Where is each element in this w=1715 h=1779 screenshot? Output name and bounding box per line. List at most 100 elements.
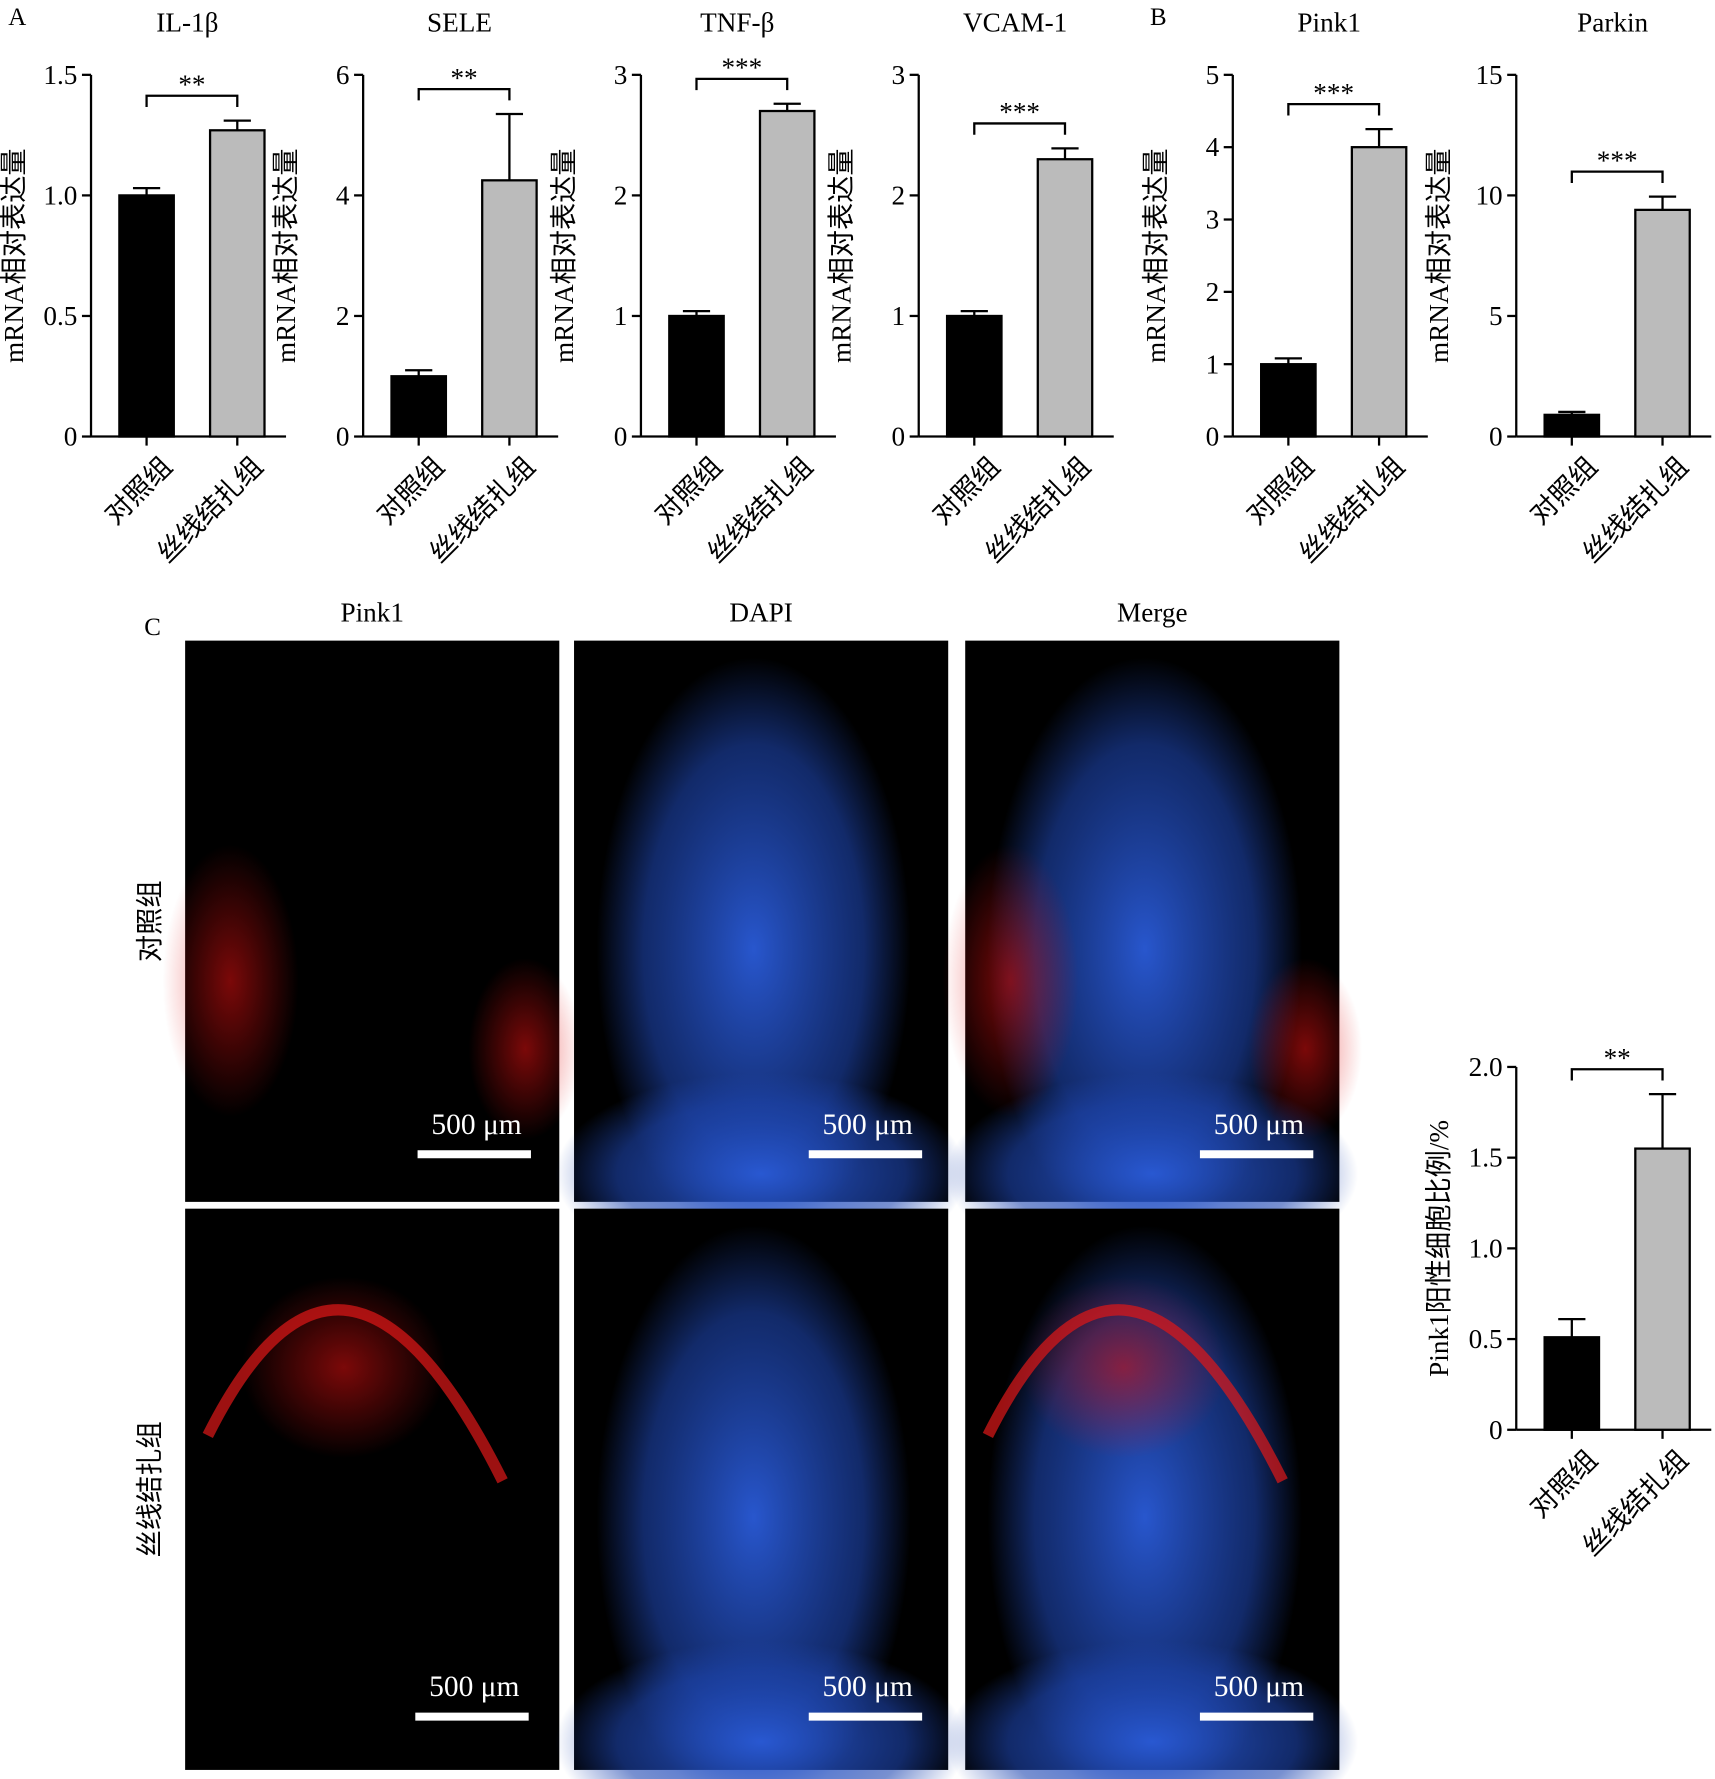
significance-label: ** bbox=[178, 69, 205, 99]
panel-label: C bbox=[144, 614, 161, 641]
significance-label: *** bbox=[1597, 145, 1638, 175]
scale-bar-label: 500 μm bbox=[823, 1109, 913, 1141]
x-tick-label: 对照组 bbox=[99, 451, 178, 530]
significance-bracket bbox=[973, 122, 1067, 135]
bar bbox=[390, 375, 448, 438]
bar bbox=[1350, 146, 1408, 438]
y-tick-label: 1.0 bbox=[43, 180, 77, 210]
pink1-stain bbox=[241, 1276, 446, 1459]
significance-bracket bbox=[145, 94, 239, 108]
y-tick-label: 10 bbox=[1475, 180, 1502, 210]
chart-title: IL-1β bbox=[156, 8, 218, 38]
y-axis-label: mRNA相对表达量 bbox=[0, 148, 29, 363]
bar bbox=[481, 179, 538, 438]
x-tick-label: 对照组 bbox=[371, 451, 450, 530]
bar bbox=[668, 314, 725, 438]
micrograph-stain bbox=[162, 844, 582, 1140]
y-axis-label: Pink1阳性细胞比例/% bbox=[1424, 1120, 1454, 1377]
significance-label: ** bbox=[450, 63, 477, 93]
micrograph-stain bbox=[202, 1276, 508, 1484]
scale-bar-label: 500 μm bbox=[431, 1109, 521, 1141]
pink1-stain bbox=[1248, 958, 1363, 1140]
y-tick-label: 4 bbox=[336, 180, 350, 210]
significance-label: *** bbox=[1313, 78, 1354, 108]
y-tick-label: 0 bbox=[1489, 1415, 1503, 1445]
significance-bracket bbox=[1287, 103, 1381, 116]
micrograph-stain bbox=[555, 1225, 967, 1779]
x-tick-label: 对照组 bbox=[927, 451, 1006, 530]
row-label: 对照组 bbox=[135, 880, 165, 962]
significance-bracket bbox=[1570, 1068, 1664, 1081]
chart-title: Pink1 bbox=[1297, 8, 1361, 38]
bar bbox=[118, 194, 175, 438]
bar bbox=[1260, 363, 1317, 438]
bar bbox=[1543, 1336, 1601, 1431]
bar bbox=[208, 129, 266, 438]
bar bbox=[1634, 208, 1691, 438]
scale-bar-label: 500 μm bbox=[823, 1671, 913, 1703]
y-tick-label: 3 bbox=[892, 60, 906, 90]
pink1-stain bbox=[942, 844, 1079, 1117]
y-tick-label: 2 bbox=[614, 180, 628, 210]
pink1-stain bbox=[162, 844, 299, 1117]
y-tick-label: 1 bbox=[892, 301, 906, 331]
y-tick-label: 15 bbox=[1475, 60, 1502, 90]
panel-label: B bbox=[1150, 4, 1167, 31]
significance-bracket bbox=[695, 77, 789, 91]
bar bbox=[1036, 158, 1094, 438]
significance-bracket bbox=[417, 87, 511, 101]
chart-title: SELE bbox=[427, 8, 492, 38]
y-tick-label: 1 bbox=[614, 301, 628, 331]
row-label: 丝线结扎组 bbox=[135, 1421, 165, 1557]
column-title: Pink1 bbox=[340, 597, 403, 627]
y-tick-label: 2.0 bbox=[1469, 1052, 1503, 1082]
chart-title: TNF-β bbox=[700, 8, 774, 38]
x-tick-label: 对照组 bbox=[649, 451, 728, 530]
significance-label: *** bbox=[999, 97, 1040, 127]
y-tick-label: 1.0 bbox=[1469, 1233, 1503, 1263]
scale-bar-label: 500 μm bbox=[1214, 1109, 1304, 1141]
y-axis-label: mRNA相对表达量 bbox=[549, 148, 579, 363]
scale-bar-label: 500 μm bbox=[1214, 1671, 1304, 1703]
y-tick-label: 0 bbox=[1489, 422, 1503, 452]
chart-title: VCAM-1 bbox=[963, 8, 1067, 38]
y-tick-label: 6 bbox=[336, 60, 350, 90]
y-tick-label: 0 bbox=[64, 422, 78, 452]
y-tick-label: 0 bbox=[336, 422, 350, 452]
y-tick-label: 2 bbox=[892, 180, 906, 210]
bar bbox=[945, 314, 1003, 438]
scale-bar-label: 500 μm bbox=[429, 1671, 519, 1703]
y-axis-label: mRNA相对表达量 bbox=[1424, 148, 1454, 363]
pink1-stain bbox=[468, 958, 582, 1140]
y-tick-label: 1.5 bbox=[1469, 1143, 1503, 1173]
y-axis-label: mRNA相对表达量 bbox=[271, 148, 301, 363]
nuclei-stain bbox=[946, 1640, 1359, 1779]
y-tick-label: 2 bbox=[1206, 277, 1220, 307]
nuclei-stain bbox=[596, 1225, 911, 1779]
significance-label: *** bbox=[721, 53, 762, 83]
significance-bracket bbox=[1570, 170, 1664, 183]
y-tick-label: 3 bbox=[1206, 205, 1220, 235]
bar bbox=[758, 109, 816, 438]
y-tick-label: 1.5 bbox=[43, 60, 77, 90]
micrograph-stain bbox=[946, 1225, 1359, 1779]
y-axis-label: mRNA相对表达量 bbox=[1141, 148, 1171, 363]
bar bbox=[1634, 1147, 1691, 1431]
y-tick-label: 0.5 bbox=[1469, 1324, 1503, 1354]
y-tick-label: 3 bbox=[614, 60, 628, 90]
chart-title: Parkin bbox=[1577, 8, 1648, 38]
significance-label: ** bbox=[1604, 1043, 1631, 1073]
column-title: DAPI bbox=[729, 597, 792, 627]
column-title: Merge bbox=[1117, 597, 1188, 627]
x-tick-label: 对照组 bbox=[1524, 451, 1603, 530]
y-tick-label: 0 bbox=[614, 422, 628, 452]
y-tick-label: 0 bbox=[1206, 422, 1220, 452]
panel-label: A bbox=[8, 4, 26, 31]
y-tick-label: 1 bbox=[1206, 349, 1220, 379]
y-axis-label: mRNA相对表达量 bbox=[827, 148, 857, 363]
pink1-stain bbox=[1021, 1276, 1226, 1459]
bar bbox=[1543, 413, 1601, 438]
y-tick-label: 5 bbox=[1206, 60, 1220, 90]
y-tick-label: 2 bbox=[336, 301, 350, 331]
